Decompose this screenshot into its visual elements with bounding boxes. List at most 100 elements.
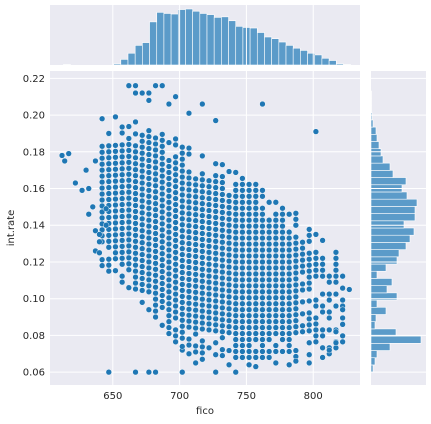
scatter-point <box>219 245 226 252</box>
scatter-point <box>145 169 153 176</box>
y-hist-bar <box>370 242 407 250</box>
scatter-point <box>312 267 320 274</box>
scatter-point <box>272 306 279 313</box>
scatter-point <box>96 238 103 245</box>
scatter-point <box>139 179 146 187</box>
scatter-point <box>199 254 206 261</box>
scatter-point <box>152 200 159 207</box>
scatter-point <box>225 317 233 324</box>
scatter-point <box>139 132 146 139</box>
scatter-point <box>232 300 239 307</box>
scatter-point <box>225 168 233 175</box>
scatter-point <box>339 314 346 322</box>
scatter-point <box>105 262 112 269</box>
scatter-point <box>245 306 253 313</box>
scatter-point <box>219 233 226 240</box>
scatter-point <box>185 335 193 343</box>
scatter-point <box>279 288 286 295</box>
scatter-point <box>165 211 173 218</box>
scatter-point <box>286 330 293 337</box>
x-hist-bar <box>113 63 122 66</box>
scatter-point <box>279 300 286 307</box>
scatter-point <box>185 180 193 188</box>
scatter-point <box>306 359 313 367</box>
scatter-point <box>332 328 340 335</box>
scatter-point <box>125 206 132 214</box>
scatter-point <box>199 272 206 279</box>
scatter-point <box>179 335 186 342</box>
scatter-point <box>119 249 126 256</box>
scatter-point <box>132 273 139 281</box>
scatter-point <box>266 217 273 224</box>
scatter-point <box>306 226 313 233</box>
scatter-point <box>172 171 179 178</box>
x-hist-bar <box>213 17 222 66</box>
scatter-point <box>219 161 226 168</box>
scatter-point <box>306 238 313 245</box>
scatter-point <box>145 205 153 212</box>
scatter-point <box>239 175 246 182</box>
scatter-point <box>292 275 299 283</box>
scatter-point <box>279 252 286 260</box>
scatter-point <box>252 312 259 319</box>
scatter-point <box>205 261 213 268</box>
scatter-point <box>145 306 153 313</box>
scatter-point <box>259 306 266 313</box>
scatter-point <box>279 306 286 313</box>
scatter-point <box>272 324 279 331</box>
scatter-point <box>199 349 206 356</box>
scatter-point <box>219 251 226 258</box>
scatter-point <box>266 264 273 272</box>
scatter-point <box>199 356 206 363</box>
scatter-point <box>346 286 353 293</box>
scatter-point <box>139 221 146 228</box>
scatter-point <box>185 222 193 229</box>
scatter-point <box>266 330 273 337</box>
scatter-point <box>172 285 179 292</box>
scatter-point <box>132 142 139 149</box>
scatter-point <box>172 183 179 190</box>
scatter-point <box>212 315 219 323</box>
scatter-point <box>205 183 213 190</box>
x-hist-bar <box>149 21 158 66</box>
scatter-point <box>78 187 86 194</box>
scatter-point <box>339 306 346 313</box>
scatter-point <box>125 183 132 190</box>
scatter-point <box>272 258 279 266</box>
scatter-point <box>179 287 186 294</box>
y-hist-bar <box>370 270 378 279</box>
scatter-point <box>239 181 246 188</box>
scatter-point <box>185 144 193 152</box>
scatter-point <box>165 175 173 182</box>
scatter-point <box>286 306 293 313</box>
scatter-point <box>199 343 206 351</box>
scatter-point <box>119 171 126 178</box>
scatter-point <box>172 261 179 268</box>
scatter-point <box>306 268 313 275</box>
scatter-point <box>286 276 293 283</box>
scatter-point <box>192 277 199 284</box>
scatter-point <box>225 257 233 265</box>
scatter-point <box>112 255 119 262</box>
scatter-point <box>205 177 213 184</box>
y-hist-bar <box>370 155 384 164</box>
scatter-point <box>219 328 226 335</box>
scatter-point <box>185 246 193 253</box>
scatter-point <box>272 234 279 242</box>
scatter-point <box>139 299 146 306</box>
scatter-point <box>125 248 132 255</box>
scatter-point <box>132 244 139 251</box>
scatter-point <box>239 306 246 313</box>
x-hist-bar <box>314 54 323 66</box>
scatter-point <box>112 201 119 209</box>
scatter-point <box>145 97 153 104</box>
x-hist-bar <box>264 36 272 66</box>
scatter-point <box>179 233 186 240</box>
scatter-point <box>172 314 179 322</box>
scatter-point <box>179 150 186 157</box>
scatter-point <box>159 137 166 144</box>
scatter-point <box>245 318 253 325</box>
scatter-point <box>179 269 186 276</box>
scatter-point <box>306 262 313 269</box>
scatter-point <box>165 181 173 188</box>
